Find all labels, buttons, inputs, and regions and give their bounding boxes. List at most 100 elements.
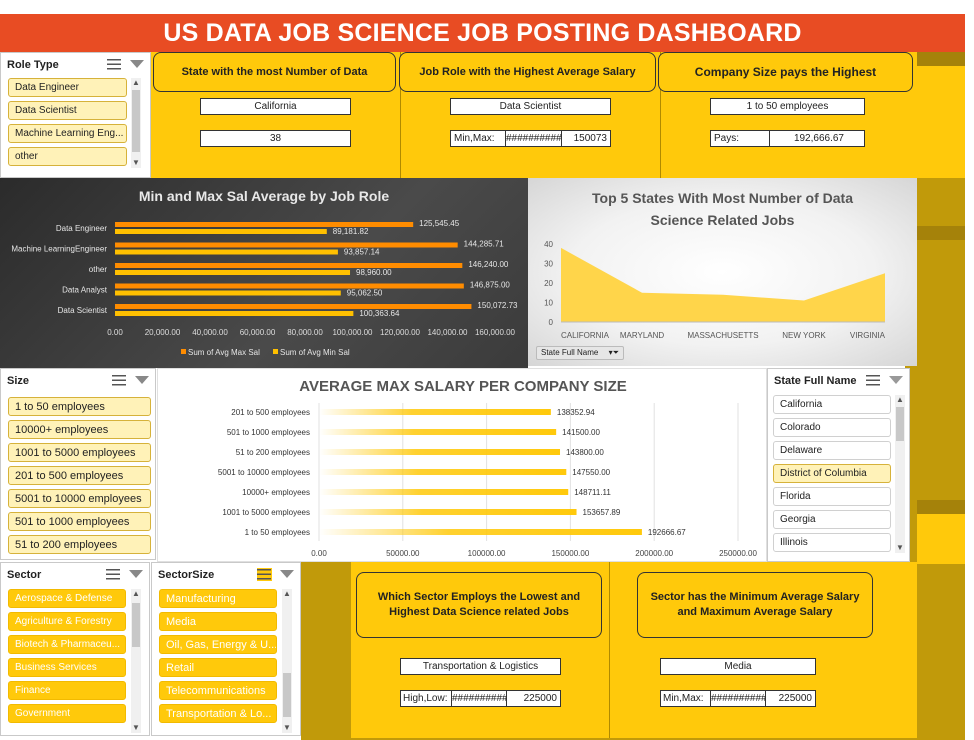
- scroll-down-icon[interactable]: ▼: [283, 723, 291, 732]
- multi-select-icon[interactable]: [112, 374, 127, 387]
- slicer-item[interactable]: Delaware: [773, 441, 891, 460]
- category-label: 10000+ employees: [242, 488, 310, 497]
- slicer-item[interactable]: Machine Learning Eng...: [8, 124, 127, 143]
- clear-filter-icon[interactable]: [280, 570, 294, 578]
- bar-max-salary[interactable]: [319, 529, 642, 535]
- multi-select-icon[interactable]: [106, 568, 121, 581]
- role-salary-chart[interactable]: Min and Max Sal Average by Job Role 0.00…: [0, 178, 528, 368]
- scroll-up-icon[interactable]: ▲: [132, 589, 140, 598]
- slicer-item[interactable]: other: [8, 147, 127, 166]
- x-tick-label: 250000.00: [719, 549, 757, 558]
- slicer-item[interactable]: Florida: [773, 487, 891, 506]
- slicer-item[interactable]: 5001 to 10000 employees: [8, 489, 151, 508]
- slicer-item[interactable]: Data Engineer: [8, 78, 127, 97]
- x-tick-label: 150000.00: [551, 549, 589, 558]
- slicer-item[interactable]: Aerospace & Defense: [8, 589, 126, 608]
- kpi-sector-jobs-value: Transportation & Logistics: [400, 658, 561, 675]
- slicer-item[interactable]: 501 to 1000 employees: [8, 512, 151, 531]
- slicer-item[interactable]: Georgia: [773, 510, 891, 529]
- multi-select-icon[interactable]: [866, 374, 881, 387]
- state-slicer[interactable]: State Full Name California Colorado Dela…: [767, 368, 910, 562]
- size-slicer[interactable]: Size 1 to 50 employees 10000+ employees …: [0, 368, 156, 560]
- slicer-item[interactable]: Media: [159, 612, 277, 631]
- slicer-scrollbar[interactable]: ▲ ▼: [895, 395, 905, 553]
- slicer-item[interactable]: Transportation & Lo...: [159, 704, 277, 723]
- slicer-item[interactable]: 201 to 500 employees: [8, 466, 151, 485]
- slicer-item[interactable]: California: [773, 395, 891, 414]
- bar-max-salary[interactable]: [115, 304, 472, 309]
- scroll-down-icon[interactable]: ▼: [896, 543, 904, 552]
- slicer-item[interactable]: Colorado: [773, 418, 891, 437]
- slicer-scrollbar[interactable]: ▲ ▼: [131, 78, 141, 168]
- slicer-item[interactable]: 1 to 50 employees: [8, 397, 151, 416]
- bar-max-salary[interactable]: [115, 222, 414, 227]
- state-filter-button[interactable]: State Full Name ▾⏷: [536, 346, 624, 360]
- bar-max-salary[interactable]: [319, 489, 569, 495]
- y-tick-label: 0: [549, 318, 554, 327]
- clear-filter-icon[interactable]: [889, 376, 903, 384]
- category-label: 201 to 500 employees: [231, 408, 310, 417]
- scroll-down-icon[interactable]: ▼: [132, 158, 140, 167]
- bar-min-salary[interactable]: [115, 311, 354, 316]
- bar-min-salary[interactable]: [115, 290, 341, 296]
- bar-max-salary[interactable]: [115, 242, 458, 248]
- slicer-item[interactable]: Finance: [8, 681, 126, 700]
- x-tick-label: 140,000.00: [427, 328, 468, 337]
- slicer-item[interactable]: Manufacturing: [159, 589, 277, 608]
- sector-slicer[interactable]: Sector Aerospace & Defense Agriculture &…: [0, 562, 150, 736]
- slicer-item[interactable]: Illinois: [773, 533, 891, 552]
- category-label: 1 to 50 employees: [245, 528, 310, 537]
- slicer-item[interactable]: 10000+ employees: [8, 420, 151, 439]
- data-label: 148711.11: [574, 488, 611, 497]
- bar-max-salary[interactable]: [319, 469, 567, 475]
- legend-swatch-min: [273, 349, 278, 354]
- slicer-scrollbar[interactable]: ▲ ▼: [282, 589, 292, 733]
- bar-max-salary[interactable]: [115, 263, 463, 268]
- clear-filter-icon[interactable]: [135, 376, 149, 384]
- role-type-slicer[interactable]: Role Type Data Engineer Data Scientist M…: [0, 52, 151, 178]
- slicer-item[interactable]: Retail: [159, 658, 277, 677]
- chart-title: Min and Max Sal Average by Job Role: [138, 188, 390, 204]
- scroll-up-icon[interactable]: ▲: [283, 589, 291, 598]
- sectorsize-slicer[interactable]: SectorSize Manufacturing Media Oil, Gas,…: [151, 562, 301, 736]
- filter-dropdown-icon[interactable]: ▾⏷: [608, 348, 619, 357]
- bar-max-salary[interactable]: [319, 449, 561, 455]
- top-states-chart[interactable]: Top 5 States With Most Number of Data Sc…: [528, 178, 917, 366]
- slicer-item[interactable]: Business Services: [8, 658, 126, 677]
- data-label-max: 125,545.45: [419, 219, 460, 228]
- slicer-item[interactable]: Oil, Gas, Energy & U...: [159, 635, 277, 654]
- slicer-item[interactable]: Biotech & Pharmaceu...: [8, 635, 126, 654]
- bar-max-salary[interactable]: [115, 283, 464, 289]
- slicer-item[interactable]: 1001 to 5000 employees: [8, 443, 151, 462]
- bar-min-salary[interactable]: [115, 270, 351, 275]
- bar-max-salary[interactable]: [319, 429, 557, 435]
- data-label: 138352.94: [557, 408, 595, 417]
- x-tick-label: MARYLAND: [620, 331, 665, 340]
- area-series[interactable]: [561, 247, 885, 322]
- slicer-item[interactable]: Agriculture & Forestry: [8, 612, 126, 631]
- multi-select-icon[interactable]: [257, 568, 272, 581]
- bar-max-salary[interactable]: [319, 509, 577, 515]
- bar-min-salary[interactable]: [115, 249, 338, 255]
- multi-select-icon[interactable]: [107, 58, 122, 71]
- y-tick-label: 40: [544, 240, 553, 249]
- bar-max-salary[interactable]: [319, 409, 551, 415]
- slicer-header: Size: [7, 375, 30, 387]
- x-tick-label: 160,000.00: [475, 328, 516, 337]
- slicer-item[interactable]: Government: [8, 704, 126, 723]
- slicer-item[interactable]: Telecommunications: [159, 681, 277, 700]
- scroll-up-icon[interactable]: ▲: [132, 78, 140, 87]
- bar-min-salary[interactable]: [115, 229, 327, 234]
- scroll-down-icon[interactable]: ▼: [132, 723, 140, 732]
- kpi-sector-salary-value: Media: [660, 658, 816, 675]
- kpi-sector-min-value: ##########: [710, 690, 767, 707]
- x-tick-label: 100000.00: [468, 549, 506, 558]
- clear-filter-icon[interactable]: [129, 570, 143, 578]
- company-size-salary-chart[interactable]: AVERAGE MAX SALARY PER COMPANY SIZE 0.00…: [157, 368, 767, 562]
- slicer-scrollbar[interactable]: ▲ ▼: [131, 589, 141, 733]
- clear-filter-icon[interactable]: [130, 60, 144, 68]
- slicer-item[interactable]: 51 to 200 employees: [8, 535, 151, 554]
- slicer-item[interactable]: Data Scientist: [8, 101, 127, 120]
- slicer-item[interactable]: District of Columbia: [773, 464, 891, 483]
- scroll-up-icon[interactable]: ▲: [896, 395, 904, 404]
